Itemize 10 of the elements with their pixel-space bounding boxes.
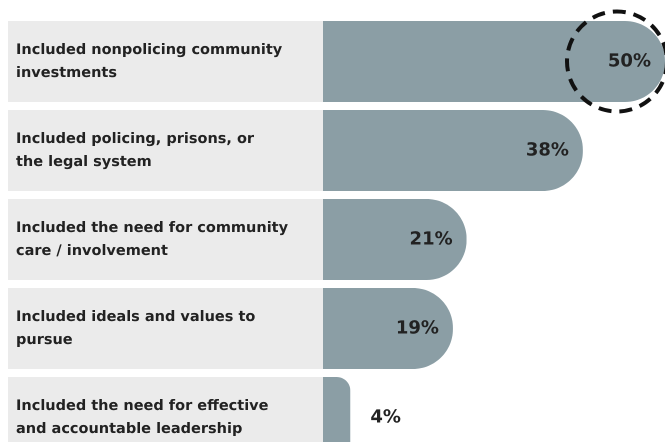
y-tick-label: Included the need for community care / involvement — [16, 220, 289, 259]
data-label: 21% — [410, 228, 453, 250]
data-label: 4% — [370, 406, 401, 428]
data-label: 50% — [608, 50, 651, 72]
y-tick-label: Included the need for effective and accountable leadership — [16, 398, 269, 438]
y-tick-label: Included ideals and values to pursue — [16, 309, 256, 348]
data-label: 19% — [396, 318, 439, 338]
y-tick-label: Included policing, prisons, or the legal system — [16, 131, 255, 170]
data-label: 38% — [526, 140, 569, 160]
y-tick-label: Included nonpolicing community investments — [16, 42, 283, 81]
